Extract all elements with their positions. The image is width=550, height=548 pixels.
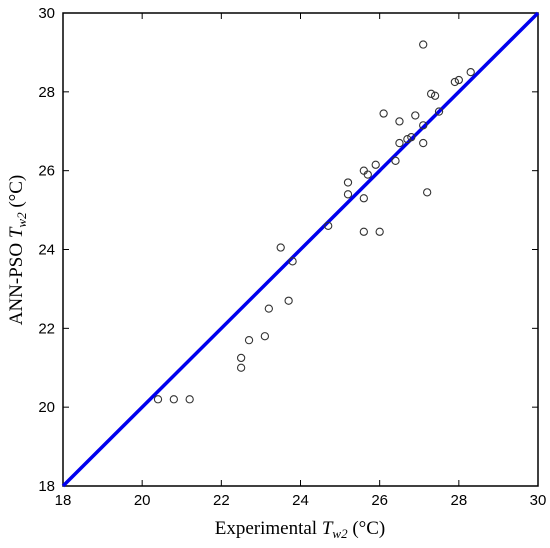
data-point xyxy=(466,67,475,77)
data-point xyxy=(153,395,163,404)
data-point xyxy=(454,75,463,85)
data-point xyxy=(419,138,428,148)
x-tick-label: 28 xyxy=(450,492,467,509)
data-point xyxy=(264,304,273,313)
y-tick-label: 18 xyxy=(38,478,55,495)
data-points xyxy=(153,40,475,404)
data-point xyxy=(288,257,297,266)
data-point xyxy=(395,138,404,148)
data-point xyxy=(430,91,440,100)
y-tick-label: 26 xyxy=(38,163,55,180)
data-point xyxy=(244,336,254,345)
reference-line-layer xyxy=(61,11,540,488)
data-point xyxy=(419,40,428,49)
data-point xyxy=(411,111,420,120)
data-point xyxy=(423,188,432,197)
data-point xyxy=(284,296,293,305)
reference-line xyxy=(61,11,540,488)
y-tick-label: 28 xyxy=(38,84,55,101)
axis-ticks: 18 20 22 24 26 28 30 18 20 22 24 26 28 30 xyxy=(38,5,546,509)
data-point xyxy=(375,227,384,236)
y-tick-label: 20 xyxy=(38,399,55,416)
data-point xyxy=(359,194,368,203)
data-point xyxy=(395,117,404,126)
data-point xyxy=(450,77,460,87)
data-point xyxy=(236,353,246,363)
data-point xyxy=(426,89,436,98)
x-tick-label: 20 xyxy=(134,492,151,509)
y-tick-label: 30 xyxy=(38,5,55,22)
data-point xyxy=(276,243,285,252)
data-point xyxy=(371,160,380,169)
data-point xyxy=(260,332,270,341)
data-point xyxy=(434,107,444,116)
data-point xyxy=(324,221,333,230)
data-point xyxy=(391,156,400,165)
x-tick-label: 24 xyxy=(292,492,309,509)
data-point xyxy=(185,395,194,404)
data-point xyxy=(343,178,353,187)
data-point xyxy=(407,133,416,142)
x-axis-label: Experimental Tw2 (°C) xyxy=(215,518,386,541)
x-tick-label: 30 xyxy=(530,492,547,509)
y-tick-label: 22 xyxy=(38,320,55,337)
data-point xyxy=(379,109,388,118)
data-point xyxy=(169,395,178,404)
x-tick-label: 22 xyxy=(213,492,230,509)
data-point xyxy=(359,227,368,236)
data-point xyxy=(236,363,246,372)
data-point xyxy=(363,170,372,179)
data-point xyxy=(419,121,428,130)
data-point xyxy=(343,190,353,199)
y-axis-label: ANN-PSO Tw2 (°C) xyxy=(6,175,29,326)
y-tick-label: 24 xyxy=(38,242,55,259)
x-tick-label: 18 xyxy=(55,492,72,509)
data-point xyxy=(403,134,412,144)
x-tick-label: 26 xyxy=(371,492,388,509)
